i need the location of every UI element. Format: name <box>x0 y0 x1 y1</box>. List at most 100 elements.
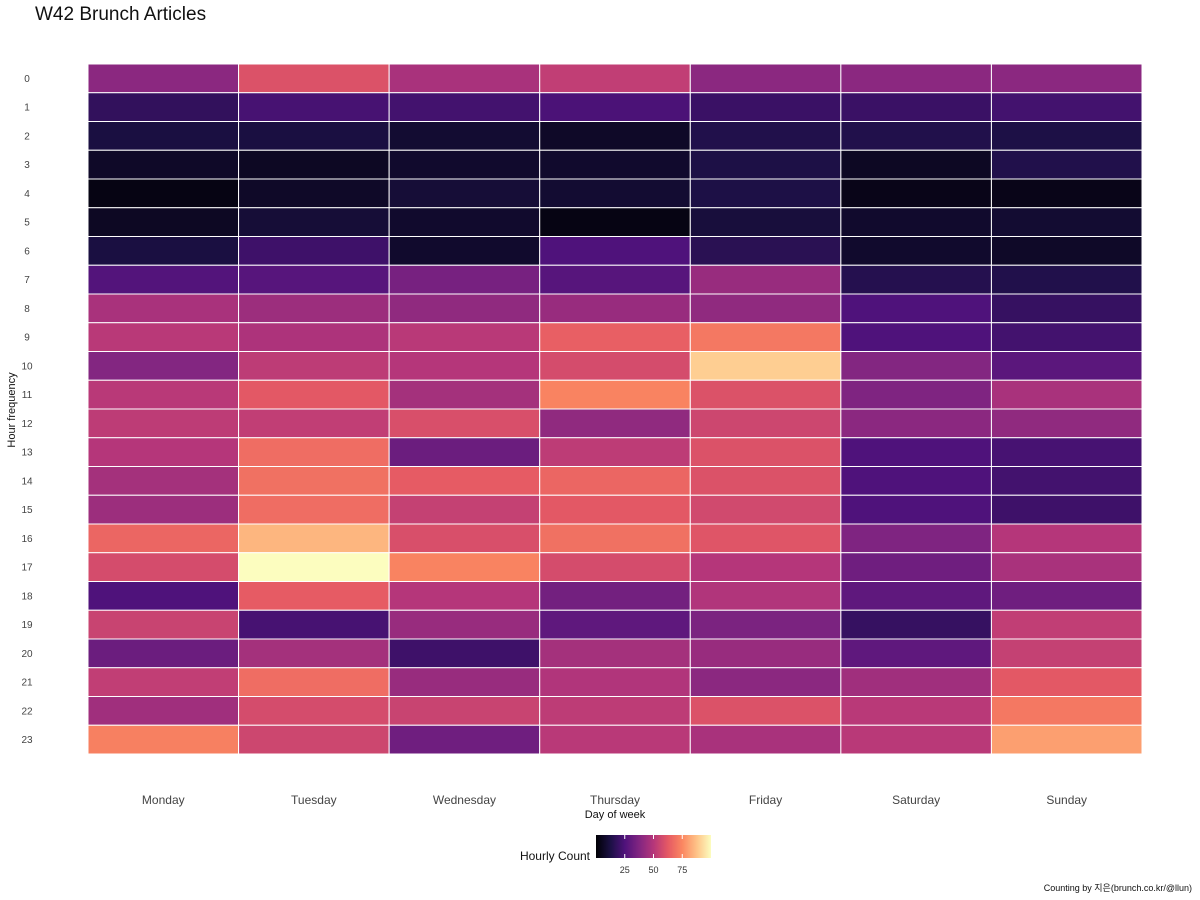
heatmap-cell-friday-17 <box>689 552 842 582</box>
heatmap-cell-friday-18 <box>689 581 842 611</box>
heatmap-cell-wednesday-1 <box>388 92 541 122</box>
heatmap-cell-friday-15 <box>689 494 842 525</box>
heatmap-cell-wednesday-0 <box>388 63 541 94</box>
heatmap-cell-friday-9 <box>689 322 842 352</box>
heatmap-cell-thursday-7 <box>539 264 691 295</box>
heatmap-cell-wednesday-17 <box>388 552 541 582</box>
heatmap-cell-wednesday-23 <box>388 724 541 755</box>
heatmap-cell-tuesday-4 <box>238 178 390 209</box>
legend-tick-label: 25 <box>620 865 630 875</box>
heatmap-cell-monday-7 <box>87 264 240 295</box>
heatmap-cell-saturday-10 <box>840 351 992 381</box>
x-tick-label: Friday <box>749 793 782 807</box>
y-tick-label: 6 <box>24 246 30 257</box>
heatmap-cell-saturday-20 <box>840 638 992 669</box>
heatmap-cell-tuesday-17 <box>238 552 390 582</box>
y-tick-label: 23 <box>21 735 33 746</box>
heatmap-cell-saturday-14 <box>840 466 992 496</box>
heatmap-cell-sunday-14 <box>990 466 1143 496</box>
heatmap-cell-sunday-21 <box>990 667 1143 697</box>
y-tick-label: 11 <box>22 390 33 401</box>
heatmap-cell-monday-21 <box>87 667 240 697</box>
heatmap-cell-tuesday-14 <box>238 466 390 496</box>
y-axis-label: Hour frequency <box>6 372 18 448</box>
y-tick-label: 9 <box>24 333 30 344</box>
heatmap-cell-saturday-13 <box>840 437 992 467</box>
heatmap-cell-saturday-11 <box>840 379 992 410</box>
heatmap-cell-saturday-5 <box>840 207 992 237</box>
heatmap-cell-monday-1 <box>87 92 240 122</box>
legend-tick-label: 50 <box>648 865 658 875</box>
heatmap-cell-sunday-6 <box>990 236 1143 266</box>
heatmap-cell-saturday-16 <box>840 523 992 554</box>
heatmap-cell-saturday-7 <box>840 264 992 295</box>
heatmap-cell-friday-3 <box>689 149 842 180</box>
heatmap-cell-tuesday-3 <box>238 149 390 180</box>
heatmap-cell-saturday-17 <box>840 552 992 582</box>
heatmap-cell-tuesday-11 <box>238 379 390 410</box>
heatmap-cell-friday-13 <box>689 437 842 467</box>
heatmap-cell-friday-21 <box>689 667 842 697</box>
heatmap-cell-monday-15 <box>87 494 240 525</box>
color-legend: Hourly Count 25 50 75 <box>520 835 711 875</box>
heatmap-cell-wednesday-20 <box>388 638 541 669</box>
heatmap-cell-thursday-14 <box>539 466 691 496</box>
heatmap-cell-thursday-0 <box>539 63 691 94</box>
heatmap-cell-sunday-5 <box>990 207 1143 237</box>
y-tick-label: 15 <box>21 505 33 516</box>
heatmap-cell-sunday-9 <box>990 322 1143 352</box>
legend-ticks: 25 50 75 <box>620 835 687 875</box>
y-tick-label: 13 <box>21 448 33 459</box>
heatmap-cell-friday-19 <box>689 609 842 640</box>
heatmap-cell-monday-16 <box>87 523 240 554</box>
heatmap-cell-sunday-16 <box>990 523 1143 554</box>
heatmap-cell-monday-23 <box>87 724 240 755</box>
y-tick-label: 4 <box>24 189 30 200</box>
legend-title: Hourly Count <box>520 849 591 863</box>
heatmap-cell-wednesday-11 <box>388 379 541 410</box>
x-tick-label: Wednesday <box>433 793 496 807</box>
y-tick-label: 7 <box>24 275 30 286</box>
heatmap-cell-wednesday-12 <box>388 408 541 439</box>
heatmap-cell-tuesday-12 <box>238 408 390 439</box>
legend-tick-label: 75 <box>677 865 687 875</box>
heatmap-cell-monday-2 <box>87 121 240 151</box>
heatmap-cell-wednesday-9 <box>388 322 541 352</box>
heatmap-cell-sunday-7 <box>990 264 1143 295</box>
heatmap-cell-monday-5 <box>87 207 240 237</box>
x-tick-label: Saturday <box>892 793 940 807</box>
heatmap-cell-saturday-2 <box>840 121 992 151</box>
heatmap-cell-monday-9 <box>87 322 240 352</box>
heatmap-cell-tuesday-9 <box>238 322 390 352</box>
heatmap-cell-tuesday-0 <box>238 63 390 94</box>
heatmap-cell-saturday-8 <box>840 293 992 324</box>
heatmap-cell-wednesday-2 <box>388 121 541 151</box>
heatmap-cell-tuesday-23 <box>238 724 390 755</box>
heatmap-cell-monday-19 <box>87 609 240 640</box>
heatmap-cell-tuesday-2 <box>238 121 390 151</box>
heatmap-cell-thursday-2 <box>539 121 691 151</box>
heatmap-cell-sunday-3 <box>990 149 1143 180</box>
heatmap-cell-tuesday-10 <box>238 351 390 381</box>
heatmap-cell-friday-7 <box>689 264 842 295</box>
heatmap-cell-sunday-13 <box>990 437 1143 467</box>
heatmap-cell-sunday-22 <box>990 696 1143 726</box>
heatmap-cell-monday-18 <box>87 581 240 611</box>
heatmap-cell-monday-12 <box>87 408 240 439</box>
heatmap-cell-thursday-4 <box>539 178 691 209</box>
y-tick-label: 18 <box>21 591 33 602</box>
heatmap-cell-thursday-18 <box>539 581 691 611</box>
heatmap-cell-monday-17 <box>87 552 240 582</box>
heatmap-cell-wednesday-7 <box>388 264 541 295</box>
heatmap-cell-thursday-13 <box>539 437 691 467</box>
heatmap-cell-tuesday-5 <box>238 207 390 237</box>
heatmap-cell-saturday-22 <box>840 696 992 726</box>
heatmap-cell-monday-13 <box>87 437 240 467</box>
heatmap-cell-saturday-3 <box>840 149 992 180</box>
heatmap-cell-monday-3 <box>87 149 240 180</box>
y-tick-label: 10 <box>21 361 33 372</box>
x-tick-label: Monday <box>142 793 185 807</box>
heatmap-cell-friday-0 <box>689 63 842 94</box>
y-tick-label: 16 <box>21 534 33 545</box>
